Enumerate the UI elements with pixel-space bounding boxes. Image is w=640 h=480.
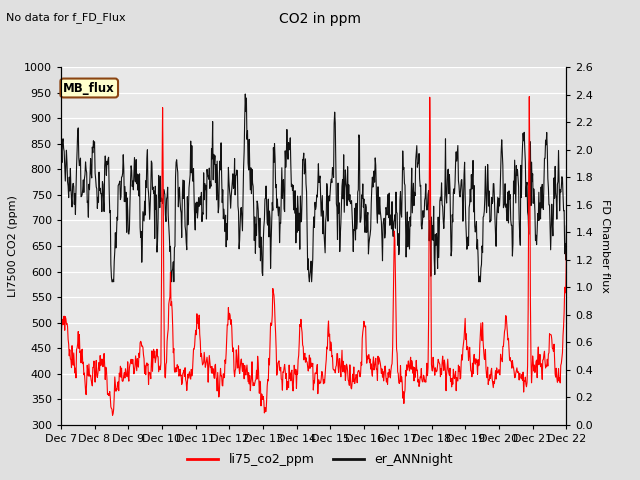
Text: CO2 in ppm: CO2 in ppm [279, 12, 361, 26]
Y-axis label: FD Chamber flux: FD Chamber flux [600, 199, 610, 293]
Text: MB_flux: MB_flux [63, 82, 115, 95]
Legend: li75_co2_ppm, er_ANNnight: li75_co2_ppm, er_ANNnight [182, 448, 458, 471]
Text: No data for f_FD_Flux: No data for f_FD_Flux [6, 12, 126, 23]
Y-axis label: LI7500 CO2 (ppm): LI7500 CO2 (ppm) [8, 195, 18, 297]
